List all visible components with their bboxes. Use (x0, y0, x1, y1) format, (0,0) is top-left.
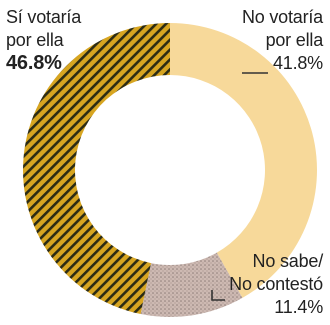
donut-slice-1 (170, 23, 318, 298)
donut-slice-0 (22, 23, 170, 315)
label-no-sabe-value: 11.4% (274, 297, 323, 317)
label-no-votaria-line1: No votaría (241, 7, 323, 27)
label-no-votaria-line2: por ella (265, 30, 324, 50)
label-no-sabe-line1: No sabe/ (252, 251, 324, 271)
leader-lines (211, 72, 268, 301)
label-no-sabe-line2: No contestó (229, 274, 323, 294)
label-no-votaria-value: 41.8% (272, 53, 323, 73)
label-si-votaria: Sí votaría por ella 46.8% (6, 6, 81, 75)
label-no-votaria: No votaría por ella 41.8% (242, 6, 323, 75)
donut-slice-2 (140, 252, 243, 317)
leader-line-no-sabe (211, 290, 225, 301)
label-si-votaria-line2: por ella (6, 30, 64, 50)
label-si-votaria-line1: Sí votaría (6, 7, 82, 27)
label-si-votaria-value: 46.8% (6, 52, 62, 74)
slices-layer (22, 23, 318, 317)
label-no-sabe: No sabe/ No contestó 11.4% (229, 250, 323, 319)
